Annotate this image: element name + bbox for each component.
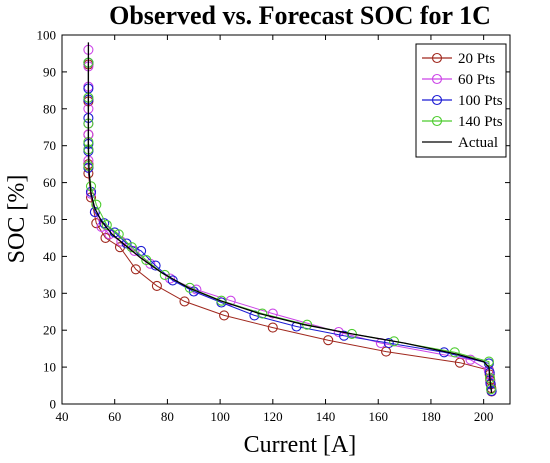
data-point	[338, 330, 350, 341]
y-tick-label: 0	[50, 397, 57, 412]
legend-swatch-marker	[431, 52, 443, 64]
data-point	[130, 264, 141, 275]
x-tick-label: 100	[210, 409, 230, 424]
x-tick-label: 180	[421, 409, 441, 424]
y-tick-label: 30	[43, 286, 56, 301]
y-tick-label: 60	[43, 175, 56, 190]
data-point	[179, 296, 190, 307]
y-tick-label: 40	[43, 249, 56, 264]
legend-item: Actual	[422, 135, 498, 151]
legend-item: 60 Pts	[422, 72, 495, 88]
y-tick-label: 50	[43, 212, 56, 227]
data-point	[267, 322, 278, 333]
legend-label: 140 Pts	[458, 114, 503, 130]
y-tick-label: 70	[43, 138, 56, 153]
data-point	[91, 218, 102, 229]
x-tick-label: 40	[56, 409, 69, 424]
x-tick-label: 200	[474, 409, 494, 424]
legend-label: 100 Pts	[458, 93, 503, 109]
legend-label: Actual	[458, 135, 498, 151]
legend: 20 Pts 60 Pts 100 Pts 140 Pts Actual	[415, 43, 507, 158]
y-tick-label: 80	[43, 101, 56, 116]
data-point	[167, 275, 178, 286]
x-tick-label: 80	[161, 409, 174, 424]
legend-item: 20 Pts	[422, 51, 495, 67]
data-point	[141, 255, 152, 266]
data-point	[113, 229, 124, 240]
data-point	[267, 308, 278, 319]
series-line	[87, 42, 493, 393]
legend-swatch-marker	[431, 94, 443, 106]
chart-title: Observed vs. Forecast SOC for 1C	[109, 1, 491, 30]
data-point	[219, 310, 230, 321]
legend-item: 140 Pts	[422, 114, 503, 130]
x-tick-label: 160	[368, 409, 388, 424]
data-point	[184, 282, 195, 293]
y-axis-label: SOC [%]	[4, 175, 30, 264]
y-tick-label: 10	[43, 360, 56, 375]
y-tick-label: 100	[37, 28, 57, 43]
legend-swatch-marker	[431, 115, 443, 127]
x-tick-label: 60	[108, 409, 121, 424]
data-point	[388, 336, 400, 347]
series-actual	[87, 42, 493, 393]
y-tick-label: 20	[43, 323, 56, 338]
axis-ticks: 40 60 80 100 120 140 160 180 200 0 10 20 30 40 50 60 70 8…	[37, 28, 510, 424]
data-point	[216, 295, 227, 306]
legend-item: 100 Pts	[422, 93, 503, 109]
x-tick-label: 120	[263, 409, 283, 424]
x-axis-label: Current [A]	[244, 432, 357, 458]
data-point	[383, 338, 394, 349]
x-tick-label: 140	[316, 409, 336, 424]
y-tick-label: 90	[43, 64, 56, 79]
legend-swatch-marker	[431, 73, 443, 85]
data-point	[164, 273, 176, 284]
data-point	[323, 335, 334, 346]
data-point	[99, 218, 110, 229]
data-point	[151, 280, 162, 291]
data-point	[91, 199, 102, 210]
data-point	[101, 219, 112, 231]
data-point	[159, 269, 170, 280]
legend-label: 20 Pts	[458, 51, 495, 67]
data-point	[346, 328, 357, 339]
legend-label: 60 Pts	[458, 72, 495, 88]
